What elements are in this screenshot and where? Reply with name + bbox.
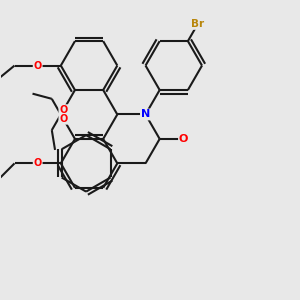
Text: O: O [59, 114, 68, 124]
Text: O: O [34, 61, 42, 70]
Text: O: O [34, 158, 42, 168]
Text: O: O [179, 134, 188, 144]
Text: O: O [59, 105, 68, 115]
Text: Br: Br [191, 19, 204, 29]
Text: N: N [141, 110, 150, 119]
